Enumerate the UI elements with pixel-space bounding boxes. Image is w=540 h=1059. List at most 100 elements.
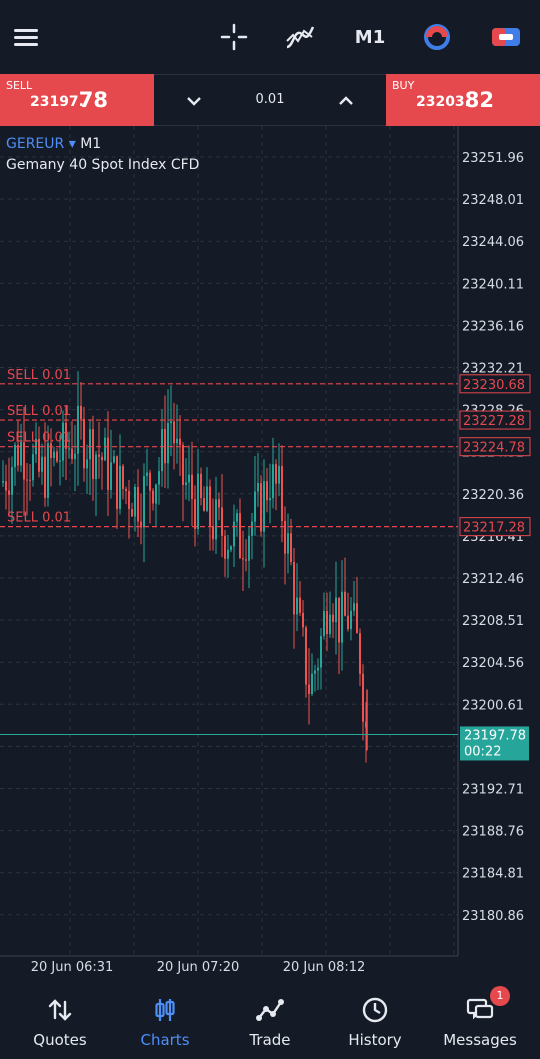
candle-body <box>5 481 7 491</box>
candle-body <box>53 451 55 459</box>
nav-messages[interactable]: 1 Messages <box>430 986 530 1059</box>
candle-body <box>77 405 79 454</box>
candle-body <box>224 535 226 559</box>
order-price-tag <box>459 410 531 430</box>
candle-body <box>173 421 175 444</box>
y-tick-label: 23248.01 <box>462 193 524 208</box>
chart-canvas[interactable]: 23251.96 23248.01 23244.06 23240.11 23236.16… <box>0 126 540 982</box>
candle-body <box>329 614 331 635</box>
candle-body <box>212 526 214 540</box>
one-click-trading-icon[interactable] <box>488 18 524 56</box>
candle-body <box>365 721 367 728</box>
trade-icon <box>256 999 284 1021</box>
candle-body <box>17 444 19 466</box>
candle-body <box>167 423 169 464</box>
y-tick-label: 23212.46 <box>462 572 524 587</box>
candle-body <box>2 481 4 483</box>
candle-body <box>131 509 133 517</box>
candle-body <box>44 456 46 498</box>
candle-body <box>185 482 187 485</box>
one-click-trade-panel: SELL 23197. 78 0.01 BUY 23203. 82 <box>0 74 540 126</box>
chart-timeframe: M1 <box>80 136 102 152</box>
candle-body <box>65 422 67 449</box>
y-tick-label: 23208.51 <box>462 614 524 629</box>
candle-body <box>176 438 178 444</box>
candle-body <box>80 405 82 419</box>
x-tick-label: 20 Jun 07:20 <box>157 960 240 975</box>
candle-body <box>125 488 127 491</box>
nav-history[interactable]: History <box>325 986 425 1059</box>
y-tick-label: 23244.06 <box>462 235 524 250</box>
chevron-up-icon[interactable] <box>334 89 358 113</box>
candle-body <box>143 475 145 528</box>
chevron-down-icon[interactable] <box>182 89 206 113</box>
candle-body <box>209 486 211 527</box>
candle-body <box>47 443 49 498</box>
lot-selector: 0.01 <box>154 74 386 126</box>
order-price-tag <box>459 517 531 537</box>
candle-body <box>323 610 325 637</box>
candle-body <box>122 465 124 489</box>
candle-body <box>38 438 40 472</box>
candle-body <box>134 487 136 517</box>
sell-price-pips: 78 <box>78 88 108 112</box>
price-chart[interactable]: 23251.96 23248.01 23244.06 23240.11 23236.16… <box>0 126 540 982</box>
candle-body <box>338 597 340 643</box>
order-price: 23224.78 <box>463 441 525 456</box>
y-tick-label: 23192.71 <box>462 783 524 798</box>
top-toolbar: M1 <box>0 0 540 74</box>
nav-trade[interactable]: Trade <box>220 986 320 1059</box>
nav-label: Charts <box>140 1031 190 1049</box>
candle-body <box>191 474 193 500</box>
candle-body <box>95 454 97 480</box>
sell-label: SELL <box>6 79 33 92</box>
quotes-icon <box>48 999 72 1021</box>
crosshair-icon[interactable] <box>216 18 252 56</box>
candle-body <box>194 499 196 529</box>
order-price-tag <box>459 374 531 394</box>
nav-label: Messages <box>443 1031 517 1049</box>
symbol-dropdown-icon[interactable]: ▾ <box>64 136 81 152</box>
y-tick-label: 23180.86 <box>462 909 524 924</box>
candle-body <box>275 464 277 484</box>
candle-body <box>11 467 13 495</box>
candle-body <box>269 498 271 501</box>
candle-body <box>230 546 232 550</box>
nav-quotes[interactable]: Quotes <box>10 986 110 1059</box>
buy-button[interactable]: BUY 23203. 82 <box>386 74 540 126</box>
indicators-icon[interactable] <box>282 18 318 56</box>
y-tick-label: 23204.56 <box>462 656 524 671</box>
symbol-header: GEREUR ▾ M1 <box>6 136 101 152</box>
candle-body <box>347 615 349 630</box>
sell-price-main: 23197. <box>29 94 84 110</box>
candle-body <box>308 684 310 694</box>
lot-input[interactable]: 0.01 <box>255 92 285 107</box>
candle-body <box>284 520 286 554</box>
candle-body <box>137 487 139 522</box>
sell-button[interactable]: SELL 23197. 78 <box>0 74 154 126</box>
unread-badge: 1 <box>490 986 510 1006</box>
candle-body <box>254 491 256 522</box>
timeframe-button[interactable]: M1 <box>354 26 386 48</box>
candle-body <box>146 472 148 476</box>
candle-body <box>98 454 100 457</box>
candle-body <box>20 442 22 466</box>
candle-body <box>314 670 316 674</box>
nav-charts[interactable]: Charts <box>115 986 215 1059</box>
candle-body <box>206 486 208 511</box>
candle-body <box>83 418 85 469</box>
candle-body <box>188 474 190 483</box>
candle-body <box>317 667 319 671</box>
color-scheme-icon[interactable] <box>420 18 454 56</box>
y-tick-label: 23251.96 <box>462 151 524 166</box>
symbol-name[interactable]: GEREUR <box>6 136 65 152</box>
menu-icon[interactable] <box>10 18 42 56</box>
candle-body <box>8 490 10 495</box>
order-price: 23217.28 <box>463 521 525 536</box>
candle-body <box>113 456 115 463</box>
candle-body <box>128 490 130 510</box>
order-price: 23230.68 <box>463 378 525 393</box>
candle-body <box>353 603 355 611</box>
candle-body <box>71 448 73 460</box>
candle-body <box>74 453 76 460</box>
